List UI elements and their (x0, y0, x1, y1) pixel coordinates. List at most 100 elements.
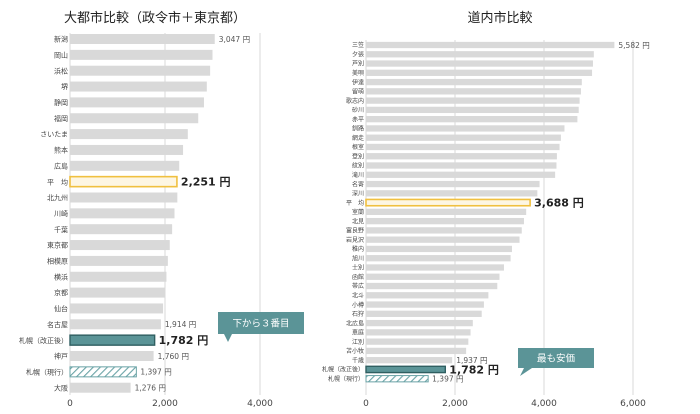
category-label: 千葉 (54, 225, 68, 234)
bar (366, 51, 594, 58)
category-label: 岩見沢 (346, 236, 364, 244)
bar (366, 78, 582, 86)
category-label: 熊本 (54, 146, 68, 155)
category-label: 網走 (352, 134, 364, 142)
x-tick-label: 6,000 (620, 399, 646, 409)
bar (70, 224, 173, 235)
bar (70, 271, 167, 282)
bar-sapporo-revised (365, 365, 446, 374)
bar (70, 113, 199, 124)
data-label: 1,760 円 (158, 352, 189, 361)
bar (70, 303, 164, 314)
category-label: 紋別 (352, 162, 364, 170)
category-label: 相模原 (47, 257, 68, 266)
category-label: 美唄 (352, 69, 364, 77)
category-label: 小樽 (352, 301, 364, 309)
bar-sapporo-current (69, 366, 137, 378)
category-label: 札幌（現行） (26, 367, 68, 376)
category-label: 横浜 (54, 272, 68, 281)
category-label: 登別 (352, 152, 364, 160)
bar-sapporo-current (365, 375, 429, 383)
category-label: 仙台 (54, 304, 68, 313)
category-label: 新潟 (54, 35, 68, 44)
bar (366, 273, 500, 280)
bar (366, 245, 512, 253)
bar (70, 382, 131, 393)
category-label: 浜松 (54, 66, 68, 75)
x-tick-label: 0 (363, 399, 369, 409)
bar (366, 41, 615, 49)
category-label: 留萌 (352, 88, 364, 96)
category-label: 歌志内 (346, 97, 364, 105)
category-label: 広島 (54, 161, 68, 170)
bar (366, 347, 467, 355)
data-label: 1,397 円 (140, 368, 171, 377)
category-label: 神戸 (54, 352, 68, 361)
bar-average (365, 198, 531, 207)
bar (366, 134, 561, 141)
data-label: 1,914 円 (165, 320, 196, 329)
category-label: 川崎 (54, 209, 68, 218)
category-label: 夕張 (352, 50, 364, 58)
bar (366, 301, 484, 308)
bar (70, 240, 170, 251)
category-label: 苫小牧 (346, 347, 364, 355)
bar-average (69, 175, 178, 188)
bar (70, 81, 207, 92)
chart-title: 道内市比較 (467, 10, 532, 26)
bar (366, 69, 593, 76)
bar (70, 351, 154, 361)
bar (70, 49, 213, 60)
category-label: 赤平 (352, 116, 364, 123)
bar (70, 192, 178, 203)
category-label: 函館 (352, 273, 364, 281)
category-label: 名寄 (352, 180, 364, 188)
data-label: 2,251 円 (181, 176, 231, 189)
category-label: 静岡 (54, 98, 68, 107)
category-label: 釧路 (352, 125, 364, 133)
bar (70, 144, 184, 155)
category-label: 恵庭 (352, 329, 364, 337)
category-label: 室蘭 (352, 208, 364, 216)
data-label: 1,276 円 (135, 384, 166, 393)
category-label: 稚内 (352, 245, 364, 253)
category-label: 札幌（改正後） (19, 336, 68, 345)
data-label: 5,582 円 (618, 41, 649, 50)
bar (366, 171, 556, 178)
bar (366, 97, 580, 104)
category-label: 根室 (352, 143, 364, 151)
category-label: 名古屋 (47, 320, 68, 329)
callout-bubble (218, 312, 304, 342)
bar (366, 236, 520, 243)
bar-sapporo-revised (69, 334, 156, 346)
callout-bubble (518, 348, 594, 376)
category-label: 深川 (352, 190, 364, 198)
data-label: 1,782 円 (449, 363, 499, 376)
category-label: 千歳 (352, 356, 364, 364)
bar (366, 227, 522, 234)
bar (70, 287, 165, 298)
bar (366, 319, 473, 327)
category-label: 帯広 (352, 282, 364, 290)
bar (366, 282, 498, 290)
bar (70, 160, 180, 171)
bar (70, 34, 215, 44)
category-label: 北斗 (352, 291, 364, 299)
bar (366, 208, 527, 216)
bar (366, 180, 540, 188)
bar (70, 255, 168, 266)
bar (366, 116, 578, 123)
data-label: 3,047 円 (219, 35, 250, 44)
category-label: 北見 (352, 217, 364, 225)
x-tick-label: 2,000 (442, 399, 468, 409)
category-label: 岡山 (54, 50, 68, 59)
category-label: 平 均 (346, 199, 364, 207)
category-label: 砂川 (352, 106, 364, 114)
category-label: 平 均 (47, 177, 68, 186)
bar (70, 65, 211, 76)
x-tick-label: 0 (67, 399, 73, 409)
category-label: 京都 (54, 288, 68, 297)
bar (366, 264, 504, 271)
bar (366, 125, 565, 132)
